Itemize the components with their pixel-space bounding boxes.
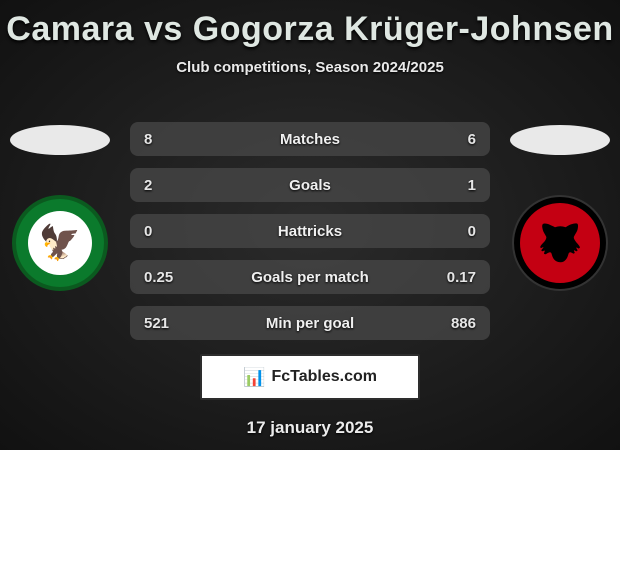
chart-icon: 📊	[243, 367, 265, 388]
stat-left-value: 8	[144, 131, 152, 148]
stat-row-mpg: 521 Min per goal 886	[130, 306, 490, 340]
left-player-avatar-placeholder	[10, 125, 110, 155]
brand-badge[interactable]: 📊 FcTables.com	[200, 354, 420, 400]
stat-row-hattricks: 0 Hattricks 0	[130, 214, 490, 248]
right-club-logo: 🐺	[512, 195, 608, 291]
stat-right-value: 6	[468, 131, 476, 148]
stat-right-value: 0.17	[447, 269, 476, 286]
stat-label: Goals per match	[130, 269, 490, 286]
stat-left-value: 0	[144, 223, 152, 240]
stat-row-matches: 8 Matches 6	[130, 122, 490, 156]
eagle-icon: 🦅	[28, 211, 92, 275]
stat-left-value: 521	[144, 315, 169, 332]
stat-label: Matches	[130, 131, 490, 148]
stat-label: Min per goal	[130, 315, 490, 332]
page-subtitle: Club competitions, Season 2024/2025	[0, 59, 620, 76]
comparison-card: Camara vs Gogorza Krüger-Johnsen Club co…	[0, 0, 620, 450]
stat-right-value: 0	[468, 223, 476, 240]
stat-row-gpm: 0.25 Goals per match 0.17	[130, 260, 490, 294]
right-player-column: 🐺	[500, 125, 620, 291]
stat-right-value: 1	[468, 177, 476, 194]
left-club-logo: 🦅	[12, 195, 108, 291]
stat-left-value: 0.25	[144, 269, 173, 286]
snapshot-date: 17 january 2025	[130, 418, 490, 438]
logo-ring: 🐺	[520, 203, 600, 283]
stat-label: Goals	[130, 177, 490, 194]
stats-table: 8 Matches 6 2 Goals 1 0 Hattricks 0 0.25…	[130, 122, 490, 438]
stat-left-value: 2	[144, 177, 152, 194]
page-title: Camara vs Gogorza Krüger-Johnsen	[0, 0, 620, 49]
wolf-icon: 🐺	[538, 222, 583, 264]
brand-text: FcTables.com	[271, 368, 377, 386]
left-player-column: 🦅	[0, 125, 120, 291]
stat-right-value: 886	[451, 315, 476, 332]
stat-row-goals: 2 Goals 1	[130, 168, 490, 202]
stat-label: Hattricks	[130, 223, 490, 240]
right-player-avatar-placeholder	[510, 125, 610, 155]
